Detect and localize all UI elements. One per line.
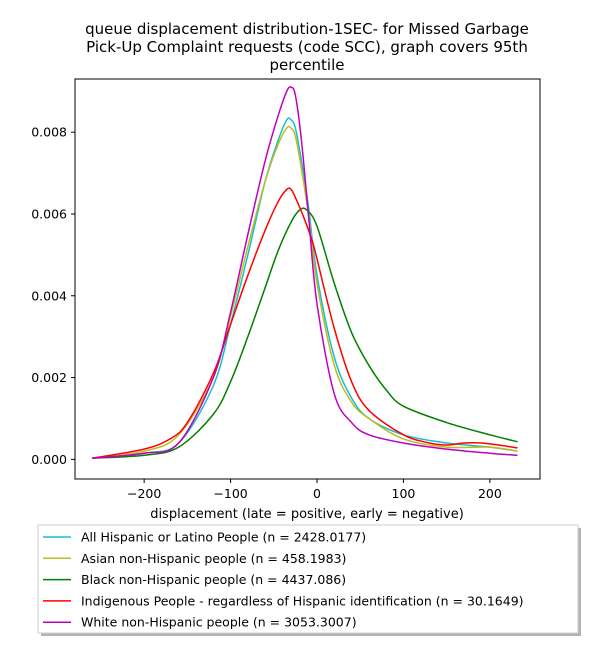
y-tick-label: 0.008	[31, 125, 67, 140]
x-tick-label: 200	[478, 486, 502, 501]
legend-label: Asian non-Hispanic people (n = 458.1983)	[81, 551, 346, 566]
x-axis: −200 −100 0 100 200	[127, 479, 502, 501]
plot-area-frame	[74, 78, 541, 480]
y-tick-label: 0.000	[31, 452, 67, 467]
legend-item: All Hispanic or Latino People (n = 2428.…	[43, 530, 366, 545]
legend-label: All Hispanic or Latino People (n = 2428.…	[81, 530, 366, 545]
y-tick-label: 0.004	[31, 288, 67, 303]
x-tick-label: 0	[313, 486, 321, 501]
series-line-1	[92, 117, 518, 459]
legend-item: White non-Hispanic people (n = 3053.3007…	[43, 615, 357, 630]
series-line-4	[92, 187, 518, 459]
legend-item: Black non-Hispanic people (n = 4437.086)	[43, 572, 346, 587]
legend-label: Indigenous People - regardless of Hispan…	[81, 593, 524, 608]
y-axis: 0.000 0.002 0.004 0.006 0.008	[31, 125, 75, 467]
chart-title-line: queue displacement distribution-1SEC- fo…	[85, 20, 529, 38]
y-tick-label: 0.002	[31, 370, 67, 385]
legend-item: Indigenous People - regardless of Hispan…	[43, 593, 524, 608]
legend: All Hispanic or Latino People (n = 2428.…	[37, 524, 581, 636]
legend-label: Black non-Hispanic people (n = 4437.086)	[81, 572, 346, 587]
x-axis-label: displacement (late = positive, early = n…	[150, 507, 464, 522]
legend-label: White non-Hispanic people (n = 3053.3007…	[81, 615, 357, 630]
chart-title-line: Pick-Up Complaint requests (code SCC), g…	[86, 38, 528, 56]
chart-title-line: percentile	[269, 56, 344, 74]
plot-lines	[92, 86, 518, 459]
legend-box	[37, 524, 579, 634]
legend-item: Asian non-Hispanic people (n = 458.1983)	[43, 551, 346, 566]
series-line-3	[92, 207, 518, 459]
x-tick-label: −200	[127, 486, 161, 501]
y-tick-label: 0.006	[31, 206, 67, 221]
x-tick-label: −100	[213, 486, 247, 501]
x-tick-label: 100	[392, 486, 416, 501]
chart-title: queue displacement distribution-1SEC- fo…	[85, 20, 529, 74]
series-line-5	[92, 86, 518, 459]
